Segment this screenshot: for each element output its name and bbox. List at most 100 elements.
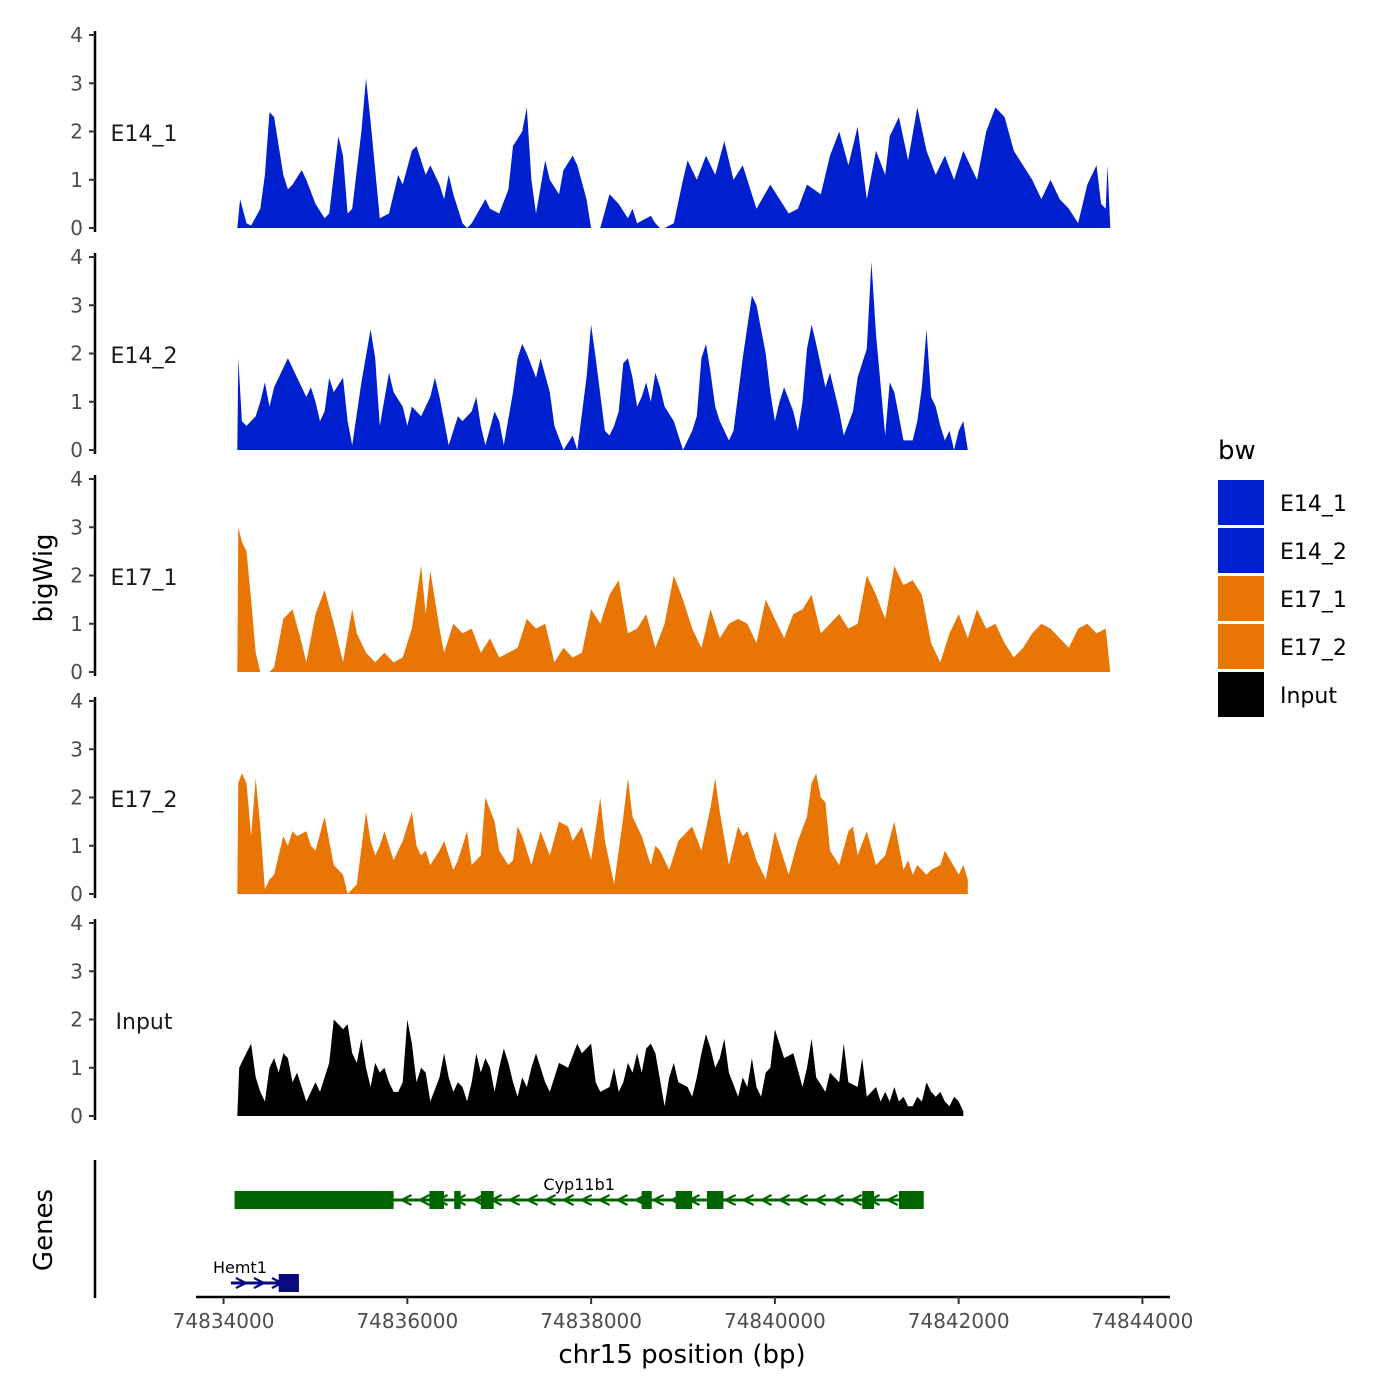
- y-tick-label: 0: [70, 216, 83, 240]
- y-tick-label: 4: [70, 23, 83, 47]
- y-tick-label: 4: [70, 245, 83, 269]
- strand-arrow: [543, 1194, 557, 1206]
- y-tick-label: 3: [70, 515, 83, 539]
- exon: [898, 1191, 924, 1209]
- x-axis: 74834000 74836000 74838000 74840000 74842000…: [173, 1295, 1194, 1333]
- y-tick-label: 1: [70, 612, 83, 636]
- track-e17-2: 0 1 2 3 4 E17_2: [70, 689, 968, 906]
- legend-title: bw: [1218, 436, 1256, 466]
- legend-swatch: [1218, 576, 1264, 621]
- track-e17-1: 0 1 2 3 4 E17_1: [70, 467, 1111, 684]
- track-input: 0 1 2 3 4 Input: [70, 911, 964, 1128]
- y-tick-label: 2: [70, 342, 83, 366]
- strand-arrow: [235, 1277, 249, 1289]
- y-tick-label: 2: [70, 564, 83, 588]
- exon: [862, 1191, 875, 1209]
- strand-arrow: [579, 1194, 593, 1206]
- y-tick-label: 1: [70, 1056, 83, 1080]
- coverage-area-e17-1: [237, 527, 1111, 672]
- strand-arrow: [597, 1194, 611, 1206]
- exon: [675, 1191, 693, 1209]
- exon: [641, 1191, 652, 1209]
- strand-arrow: [561, 1194, 575, 1206]
- track-e14-1: 0 1 2 3 4 E14_1: [70, 23, 1111, 240]
- x-axis-title: chr15 position (bp): [558, 1340, 805, 1370]
- strand-arrow: [813, 1194, 827, 1206]
- strand-arrow: [615, 1194, 629, 1206]
- x-tick-label: 74842000: [908, 1309, 1010, 1333]
- track-label: E14_1: [111, 122, 178, 147]
- legend-label: E17_1: [1280, 588, 1347, 613]
- y-tick-label: 3: [70, 293, 83, 317]
- exon: [278, 1274, 299, 1292]
- gene-label: Cyp11b1: [543, 1175, 615, 1194]
- track-label: E14_2: [111, 344, 178, 369]
- strand-arrow: [741, 1194, 755, 1206]
- exon: [429, 1191, 445, 1209]
- y-tick-label: 4: [70, 689, 83, 713]
- strand-arrow: [777, 1194, 791, 1206]
- legend-label: E17_2: [1280, 636, 1347, 661]
- y-tick-label: 0: [70, 438, 83, 462]
- legend-swatch: [1218, 480, 1264, 525]
- y-axis-title: bigWig: [29, 533, 59, 622]
- x-tick-label: 74838000: [540, 1309, 642, 1333]
- y-tick-label: 3: [70, 959, 83, 983]
- legend: bw E14_1 E14_2 E17_1 E17_2 Input: [1218, 436, 1347, 717]
- coverage-area-e14-1: [237, 78, 1111, 229]
- coverage-area-e17-2: [237, 773, 968, 894]
- exon: [480, 1191, 494, 1209]
- strand-arrow: [651, 1194, 665, 1206]
- strand-arrow: [759, 1194, 773, 1206]
- track-label: E17_1: [111, 566, 178, 591]
- x-tick-label: 74844000: [1092, 1309, 1194, 1333]
- strand-arrow: [885, 1194, 899, 1206]
- exon: [706, 1191, 724, 1209]
- legend-label: E14_1: [1280, 492, 1347, 517]
- tracks-layer: 0 1 2 3 4 E14_1 0 1 2 3 4 E14_2 0 1 2 3 4 E17_1 0 1 2 3 4 E17_2…: [70, 23, 1111, 1128]
- legend-swatch: [1218, 672, 1264, 717]
- legend-label: E14_2: [1280, 540, 1347, 565]
- y-tick-label: 1: [70, 168, 83, 192]
- x-tick-label: 74834000: [173, 1309, 275, 1333]
- strand-arrow: [831, 1194, 845, 1206]
- y-tick-label: 4: [70, 467, 83, 491]
- strand-arrow: [795, 1194, 809, 1206]
- track-label: E17_2: [111, 788, 178, 813]
- gene-cyp11b1: Cyp11b1: [234, 1175, 924, 1209]
- strand-arrow: [723, 1194, 737, 1206]
- track-e14-2: 0 1 2 3 4 E14_2: [70, 245, 968, 462]
- y-tick-label: 3: [70, 71, 83, 95]
- exon: [454, 1191, 461, 1209]
- gene-hemt1: Hemt1: [213, 1258, 299, 1292]
- coverage-area-input: [237, 1019, 964, 1116]
- y-tick-label: 2: [70, 786, 83, 810]
- genes-layer: Cyp11b1 Hemt1: [93, 1160, 924, 1298]
- y-tick-label: 0: [70, 660, 83, 684]
- y-tick-label: 4: [70, 911, 83, 935]
- genes-axis-title: Genes: [29, 1189, 59, 1271]
- y-tick-label: 3: [70, 737, 83, 761]
- track-label: Input: [116, 1010, 173, 1035]
- x-tick-label: 74836000: [356, 1309, 458, 1333]
- x-tick-label: 74840000: [724, 1309, 826, 1333]
- legend-swatch: [1218, 624, 1264, 669]
- gene-label: Hemt1: [213, 1258, 267, 1277]
- legend-label: Input: [1280, 684, 1337, 709]
- strand-arrow: [399, 1194, 413, 1206]
- y-tick-label: 0: [70, 1104, 83, 1128]
- y-tick-label: 2: [70, 120, 83, 144]
- legend-swatch: [1218, 528, 1264, 573]
- y-tick-label: 0: [70, 882, 83, 906]
- coverage-area-e14-2: [237, 261, 968, 450]
- exon: [234, 1191, 394, 1209]
- y-tick-label: 1: [70, 834, 83, 858]
- strand-arrow: [417, 1194, 431, 1206]
- strand-arrow: [525, 1194, 539, 1206]
- strand-arrow: [471, 1194, 485, 1206]
- strand-arrow: [507, 1194, 521, 1206]
- strand-arrow: [253, 1277, 267, 1289]
- strand-arrow: [849, 1194, 863, 1206]
- y-tick-label: 2: [70, 1008, 83, 1032]
